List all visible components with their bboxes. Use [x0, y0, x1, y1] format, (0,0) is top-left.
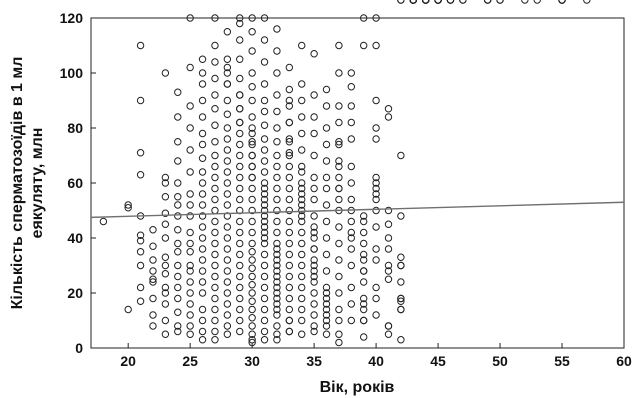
data-point: [460, 0, 466, 3]
y-tick-label: 40: [67, 230, 83, 246]
x-tick-label: 30: [244, 353, 260, 369]
data-point: [534, 0, 540, 3]
x-tick-label: 25: [182, 353, 198, 369]
data-point: [522, 0, 528, 3]
x-tick-label: 20: [120, 353, 136, 369]
y-axis-label-line1: Кількість сперматозоїдів в 1 мл: [9, 57, 26, 310]
y-tick-label: 60: [67, 175, 83, 191]
y-tick-label: 20: [67, 285, 83, 301]
x-tick-label: 35: [306, 353, 322, 369]
data-point: [398, 0, 404, 3]
x-tick-label: 60: [616, 353, 632, 369]
data-point: [435, 0, 441, 3]
y-tick-label: 0: [75, 340, 83, 356]
data-point: [422, 0, 428, 3]
plot-frame: [91, 18, 624, 348]
x-tick-label: 50: [492, 353, 508, 369]
data-point: [497, 0, 503, 3]
x-axis-label: Вік, років: [320, 379, 395, 396]
x-tick-label: 40: [368, 353, 384, 369]
data-point: [410, 0, 416, 3]
y-tick-label: 80: [67, 120, 83, 136]
y-axis-label-line2: еякуляту, млн: [29, 128, 46, 239]
data-point: [447, 0, 453, 3]
y-tick-label: 120: [60, 10, 84, 26]
x-tick-label: 45: [430, 353, 446, 369]
y-tick-label: 100: [60, 65, 84, 81]
data-point: [584, 0, 590, 3]
data-point: [559, 0, 565, 3]
x-tick-label: 55: [554, 353, 570, 369]
data-point: [484, 0, 490, 3]
